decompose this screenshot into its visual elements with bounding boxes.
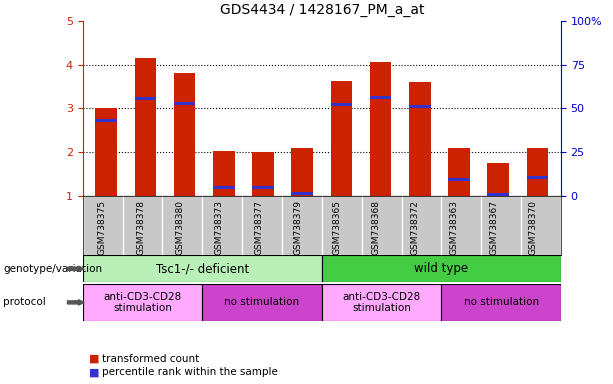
- Text: anti-CD3-CD28
stimulation: anti-CD3-CD28 stimulation: [104, 291, 181, 313]
- Text: GSM738365: GSM738365: [332, 200, 341, 255]
- Bar: [135, 58, 156, 196]
- Bar: [330, 103, 352, 106]
- Bar: [487, 163, 509, 196]
- Bar: [527, 176, 548, 179]
- Bar: [202, 284, 322, 321]
- Bar: [330, 81, 352, 196]
- Bar: [96, 109, 117, 196]
- Bar: [213, 185, 235, 189]
- Bar: [174, 73, 196, 196]
- Bar: [487, 194, 509, 197]
- Bar: [96, 119, 117, 122]
- Text: GSM738372: GSM738372: [411, 200, 420, 255]
- Bar: [291, 148, 313, 196]
- Text: GSM738368: GSM738368: [371, 200, 381, 255]
- Text: percentile rank within the sample: percentile rank within the sample: [102, 367, 278, 377]
- Text: ■: ■: [89, 367, 99, 377]
- Bar: [448, 178, 470, 181]
- Bar: [253, 152, 274, 196]
- Text: Tsc1-/- deficient: Tsc1-/- deficient: [156, 262, 249, 275]
- Bar: [370, 96, 391, 99]
- Text: ■: ■: [89, 354, 99, 364]
- Text: genotype/variation: genotype/variation: [3, 264, 102, 274]
- Bar: [527, 148, 548, 196]
- Bar: [291, 192, 313, 195]
- Text: GSM738380: GSM738380: [176, 200, 185, 255]
- Bar: [135, 97, 156, 100]
- Bar: [441, 284, 561, 321]
- Bar: [448, 148, 470, 196]
- Text: transformed count: transformed count: [102, 354, 200, 364]
- Text: GSM738373: GSM738373: [215, 200, 224, 255]
- Text: anti-CD3-CD28
stimulation: anti-CD3-CD28 stimulation: [343, 291, 421, 313]
- Bar: [213, 151, 235, 196]
- Text: GSM738375: GSM738375: [97, 200, 106, 255]
- Text: protocol: protocol: [3, 297, 46, 308]
- Text: GSM738378: GSM738378: [137, 200, 145, 255]
- Bar: [322, 255, 561, 282]
- Text: GSM738363: GSM738363: [450, 200, 459, 255]
- Text: GSM738370: GSM738370: [528, 200, 538, 255]
- Bar: [322, 284, 441, 321]
- Text: no stimulation: no stimulation: [463, 297, 539, 308]
- Text: GSM738379: GSM738379: [293, 200, 302, 255]
- Text: no stimulation: no stimulation: [224, 297, 300, 308]
- Bar: [409, 105, 430, 108]
- Bar: [83, 284, 202, 321]
- Text: wild type: wild type: [414, 262, 468, 275]
- Text: GSM738367: GSM738367: [489, 200, 498, 255]
- Title: GDS4434 / 1428167_PM_a_at: GDS4434 / 1428167_PM_a_at: [219, 3, 424, 17]
- Bar: [370, 62, 391, 196]
- Text: GSM738377: GSM738377: [254, 200, 263, 255]
- Bar: [174, 102, 196, 105]
- Bar: [83, 255, 322, 282]
- Bar: [253, 185, 274, 189]
- Bar: [409, 82, 430, 196]
